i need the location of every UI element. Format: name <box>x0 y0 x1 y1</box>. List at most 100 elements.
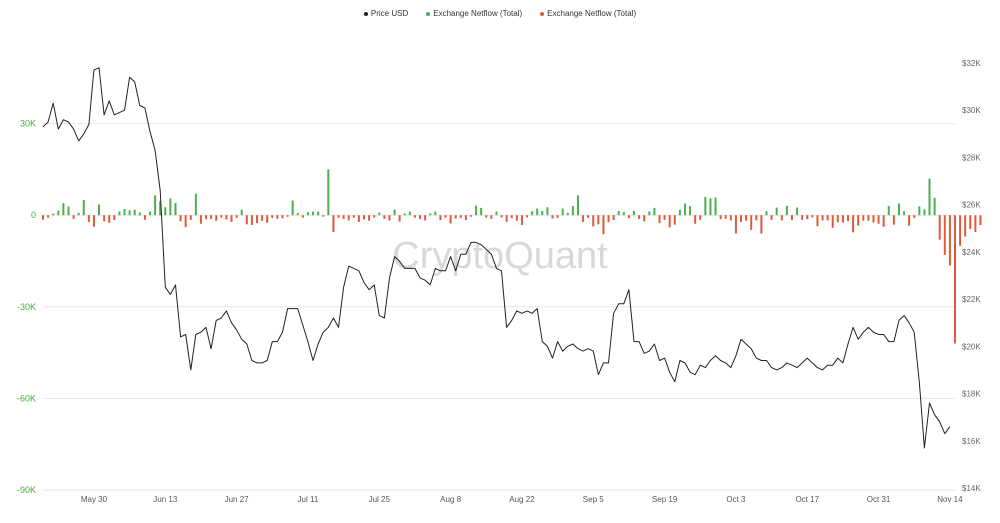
netflow-bar <box>887 206 890 216</box>
x-axis-tick-label: Jul 11 <box>298 495 319 504</box>
legend-item-netflow-positive[interactable]: Exchange Netflow (Total) <box>426 9 522 18</box>
right-axis: $14K $16K $18K $20K $22K $24K $26K $28K $30K $32K <box>962 59 981 493</box>
netflow-bar <box>378 212 381 216</box>
netflow-bar <box>459 215 462 218</box>
netflow-bar <box>47 215 50 218</box>
netflow-bar <box>98 204 101 216</box>
netflow-bar <box>770 215 773 220</box>
netflow-bar <box>286 215 289 217</box>
netflow-bar <box>536 208 539 216</box>
netflow-bar <box>954 215 956 344</box>
netflow-bar <box>291 200 294 216</box>
netflow-bar <box>673 215 676 225</box>
x-axis-tick-label: Jul 25 <box>369 495 391 504</box>
netflow-bar <box>750 215 753 230</box>
right-axis-tick-label: $32K <box>962 59 981 68</box>
right-axis-tick-label: $26K <box>962 201 981 210</box>
netflow-bar <box>678 209 681 216</box>
netflow-bar <box>108 215 111 223</box>
legend-label-price: Price USD <box>370 9 409 18</box>
netflow-bar <box>668 215 671 228</box>
netflow-bar <box>683 203 686 216</box>
netflow-bar <box>301 215 304 218</box>
netflow-bar <box>571 206 574 216</box>
x-axis-tick-label: Sep 5 <box>583 495 604 504</box>
netflow-bar <box>469 215 472 217</box>
netflow-bar <box>82 199 85 216</box>
right-axis-tick-label: $30K <box>962 106 981 115</box>
netflow-bar <box>862 215 865 221</box>
netflow-bar <box>261 215 264 221</box>
netflow-bar <box>745 215 748 221</box>
left-axis-tick-label: -60K <box>17 393 36 403</box>
netflow-bar <box>225 215 228 220</box>
netflow-bar <box>643 215 646 222</box>
legend-label-netflow-negative: Exchange Netflow (Total) <box>547 9 637 18</box>
legend-marker-netflow-negative <box>540 11 545 16</box>
netflow-bar <box>159 201 162 216</box>
netflow-bar <box>694 215 697 224</box>
price-line <box>42 67 951 449</box>
netflow-bar <box>974 215 977 232</box>
netflow-bar <box>449 215 452 224</box>
right-axis-tick-label: $28K <box>962 153 981 162</box>
left-axis-tick-label: 30K <box>20 119 36 129</box>
netflow-bar <box>138 212 141 216</box>
netflow-bar <box>638 215 641 219</box>
netflow-bar <box>612 215 615 221</box>
netflow-bar <box>908 215 911 226</box>
legend-item-price[interactable]: Price USD <box>363 9 409 18</box>
netflow-bar <box>92 215 95 227</box>
netflow-bar <box>337 215 340 218</box>
netflow-bar <box>592 215 595 227</box>
netflow-bar <box>42 215 44 220</box>
netflow-bar <box>709 198 712 216</box>
netflow-bar <box>444 215 447 218</box>
netflow-bar <box>841 215 844 223</box>
left-axis: 30K 0 -30K -60K -90K <box>17 119 36 495</box>
netflow-bar <box>704 196 707 216</box>
netflow-bar <box>633 210 636 216</box>
netflow-bar <box>123 209 126 216</box>
x-axis-tick-label: Aug 8 <box>440 495 461 504</box>
netflow-bar <box>317 211 320 216</box>
right-axis-tick-label: $24K <box>962 248 981 257</box>
netflow-bar <box>582 215 585 222</box>
netflow-bar <box>658 215 661 224</box>
netflow-bar <box>383 215 386 219</box>
netflow-bar <box>52 213 55 216</box>
netflow-bar <box>892 215 895 225</box>
netflow-bar <box>495 211 498 216</box>
netflow-bar <box>648 211 651 216</box>
netflow-bar <box>429 213 432 216</box>
netflow-bar <box>531 211 534 216</box>
netflow-bar <box>296 213 299 216</box>
netflow-bar <box>576 195 579 216</box>
netflow-bar <box>347 215 350 221</box>
netflow-bar <box>933 197 936 216</box>
netflow-bar <box>245 215 248 225</box>
netflow-bar <box>133 209 136 216</box>
netflow-bar <box>882 215 885 227</box>
netflow-bar <box>128 210 131 216</box>
x-axis-tick-label: Oct 31 <box>867 495 891 504</box>
legend: Price USD Exchange Netflow (Total) Excha… <box>0 9 1000 18</box>
legend-marker-netflow-positive <box>426 11 431 16</box>
x-axis-tick-label: Jun 13 <box>153 495 178 504</box>
right-axis-tick-label: $20K <box>962 342 981 351</box>
netflow-bar <box>230 215 233 222</box>
netflow-bar <box>943 215 946 255</box>
legend-item-netflow-negative[interactable]: Exchange Netflow (Total) <box>540 9 636 18</box>
right-axis-tick-label: $22K <box>962 295 981 304</box>
netflow-bar <box>87 215 90 222</box>
legend-label-netflow-positive: Exchange Netflow (Total) <box>433 9 523 18</box>
netflow-bar <box>587 215 590 218</box>
right-axis-tick-label: $18K <box>962 390 981 399</box>
netflow-bar <box>255 215 258 224</box>
netflow-bar <box>388 215 391 221</box>
netflow-bar <box>765 211 768 216</box>
x-axis: May 30 Jun 13 Jun 27 Jul 11 Jul 25 Aug 8 Aug 2… <box>81 495 963 504</box>
netflow-bar <box>235 215 238 218</box>
x-axis-tick-label: May 30 <box>81 495 108 504</box>
netflow-bar <box>979 215 982 225</box>
